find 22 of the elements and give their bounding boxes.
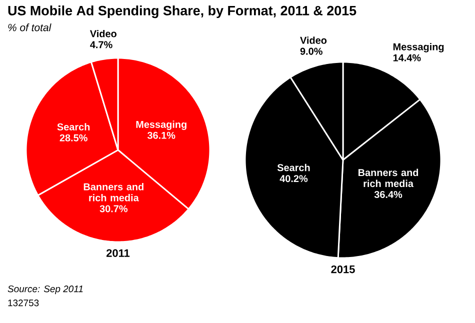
data-label: 14.4% [393, 54, 421, 62]
slice-label: Banners and rich media [358, 168, 418, 188]
slice-label: Video [90, 30, 116, 38]
slice-label: Messaging [136, 120, 186, 130]
source-note: Source: Sep 2011 [8, 286, 83, 294]
data-label: 9.0% [300, 48, 322, 55]
slice-label: Messaging [393, 43, 444, 52]
slice-label: Search [277, 164, 310, 172]
chart-subtitle: % of total [8, 24, 52, 32]
text: 2011 [106, 249, 130, 257]
chart-title: US Mobile Ad Spending Share, by Format, 2011 & 2015 [8, 6, 356, 18]
slice-label: Video [300, 36, 327, 44]
data-label: 36.4% [374, 190, 402, 198]
data-label: 40.2% [280, 175, 308, 182]
data-label: 4.7% [90, 41, 112, 48]
data-label: 28.5% [60, 134, 88, 142]
data-label: 30.7% [100, 205, 128, 212]
slice-label: Banners and rich media [84, 183, 144, 202]
data-label: 36.1% [147, 132, 176, 139]
slice-label: Search [57, 123, 90, 130]
text: 2015 [331, 265, 355, 274]
text: 132753 [8, 300, 39, 306]
